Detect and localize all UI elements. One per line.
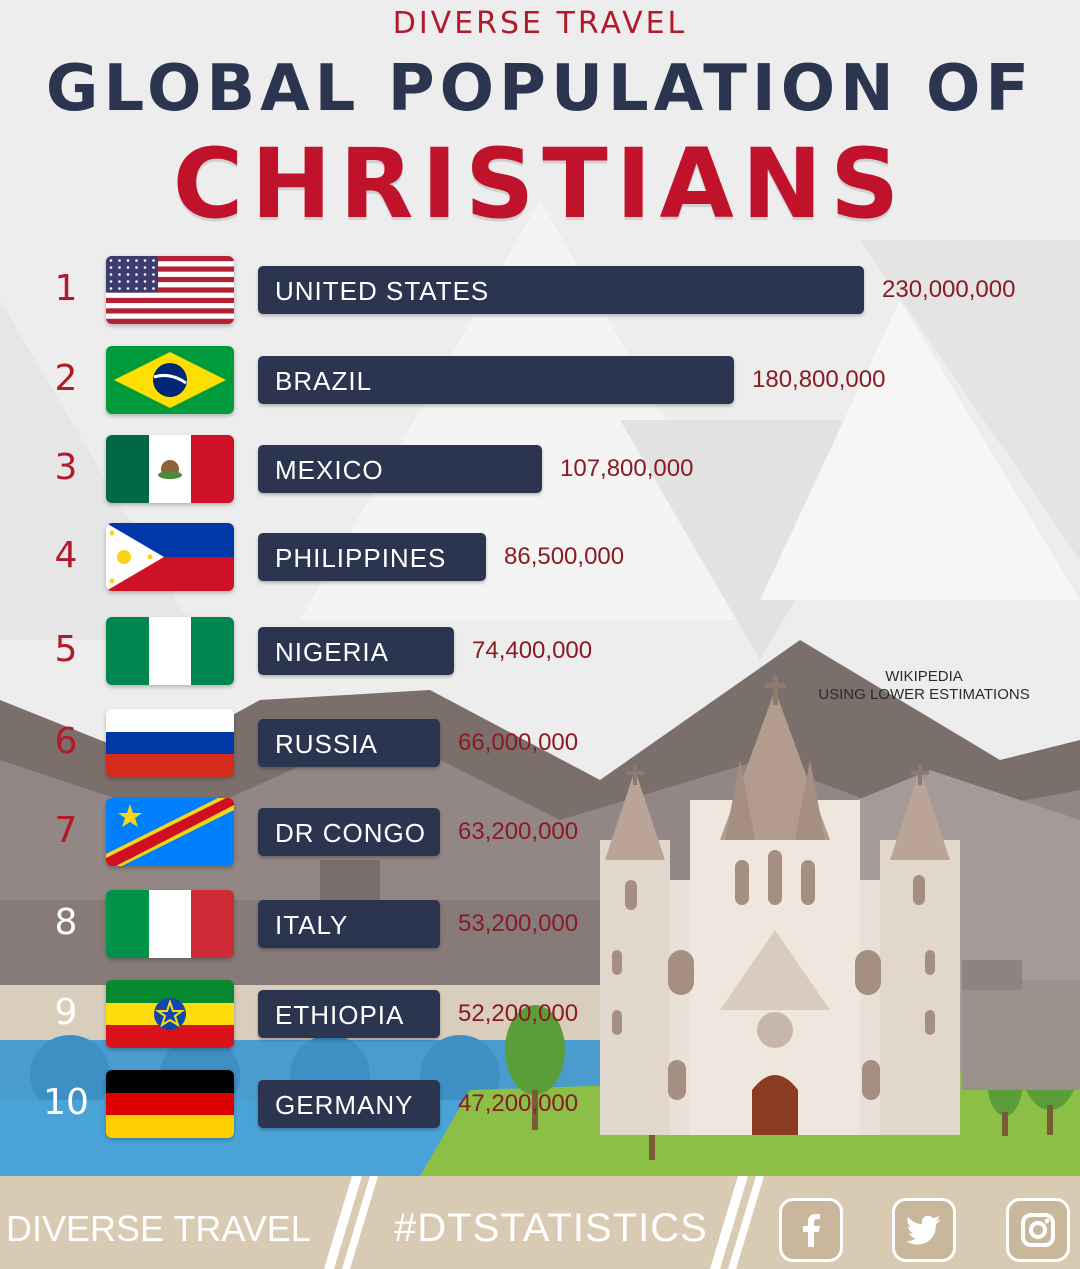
- russia-flag-icon: [106, 709, 234, 777]
- value-label: 66,000,000: [458, 729, 579, 756]
- value-label: 107,800,000: [560, 455, 694, 482]
- category-label: BRAZIL: [275, 366, 373, 396]
- rank-label: 2: [54, 358, 78, 399]
- value-label: 63,200,000: [458, 818, 579, 845]
- brand-header: DIVERSE TRAVEL: [392, 6, 688, 41]
- rank-label: 5: [54, 629, 78, 670]
- bar: ETHIOPIA: [258, 990, 440, 1038]
- footer-brand: DIVERSE TRAVEL: [6, 1208, 311, 1249]
- value-label: 230,000,000: [882, 276, 1016, 303]
- category-label: DR CONGO: [275, 818, 426, 848]
- usa-flag-icon: [106, 256, 234, 324]
- rank-label: 3: [54, 447, 78, 488]
- rank-label: 8: [54, 902, 78, 943]
- source-note-line-1: WIKIPEDIA: [885, 668, 963, 685]
- value-label: 53,200,000: [458, 910, 579, 937]
- footer-divider-icon: [324, 1176, 378, 1269]
- rank-label: 7: [54, 810, 78, 851]
- category-label: GERMANY: [275, 1090, 414, 1120]
- germany-flag-icon: [106, 1070, 234, 1138]
- twitter-icon[interactable]: [892, 1198, 956, 1262]
- source-note: WIKIPEDIA USING LOWER ESTIMATIONS: [808, 668, 1040, 704]
- rank-label: 6: [54, 721, 78, 762]
- italy-flag-icon: [106, 890, 234, 958]
- title-line-1: GLOBAL POPULATION OF: [45, 52, 1035, 126]
- instagram-icon[interactable]: [1006, 1198, 1070, 1262]
- bar: ITALY: [258, 900, 440, 948]
- rank-label: 9: [54, 992, 78, 1033]
- footer-divider-icon: [710, 1176, 764, 1269]
- category-label: ETHIOPIA: [275, 1000, 405, 1030]
- category-label: UNITED STATES: [275, 276, 490, 306]
- category-label: PHILIPPINES: [275, 543, 447, 573]
- rank-label: 4: [54, 535, 78, 576]
- rank-label: 1: [54, 268, 78, 309]
- value-label: 86,500,000: [504, 543, 625, 570]
- brazil-flag-icon: [106, 346, 234, 414]
- mexico-flag-icon: [106, 435, 234, 503]
- bar: DR CONGO: [258, 808, 440, 856]
- value-label: 47,200,000: [458, 1090, 579, 1117]
- value-label: 180,800,000: [752, 366, 886, 393]
- bar: BRAZIL: [258, 356, 734, 404]
- source-note-line-2: USING LOWER ESTIMATIONS: [818, 686, 1030, 703]
- bar: MEXICO: [258, 445, 542, 493]
- value-label: 74,400,000: [472, 637, 593, 664]
- category-label: ITALY: [275, 910, 349, 940]
- bar: UNITED STATES: [258, 266, 864, 314]
- rank-label: 10: [43, 1082, 89, 1123]
- category-label: RUSSIA: [275, 729, 378, 759]
- category-label: MEXICO: [275, 455, 384, 485]
- facebook-icon[interactable]: [779, 1198, 843, 1262]
- dr-congo-flag-icon: [106, 798, 234, 866]
- ethiopia-flag-icon: [106, 980, 234, 1048]
- title-line-2: CHRISTIANS: [172, 128, 908, 240]
- bar: PHILIPPINES: [258, 533, 486, 581]
- footer-hashtag[interactable]: #DTSTATISTICS: [394, 1206, 708, 1250]
- bar: RUSSIA: [258, 719, 440, 767]
- bar: NIGERIA: [258, 627, 454, 675]
- value-label: 52,200,000: [458, 1000, 579, 1027]
- category-label: NIGERIA: [275, 637, 389, 667]
- nigeria-flag-icon: [106, 617, 234, 685]
- bar: GERMANY: [258, 1080, 440, 1128]
- philippines-flag-icon: [106, 523, 234, 591]
